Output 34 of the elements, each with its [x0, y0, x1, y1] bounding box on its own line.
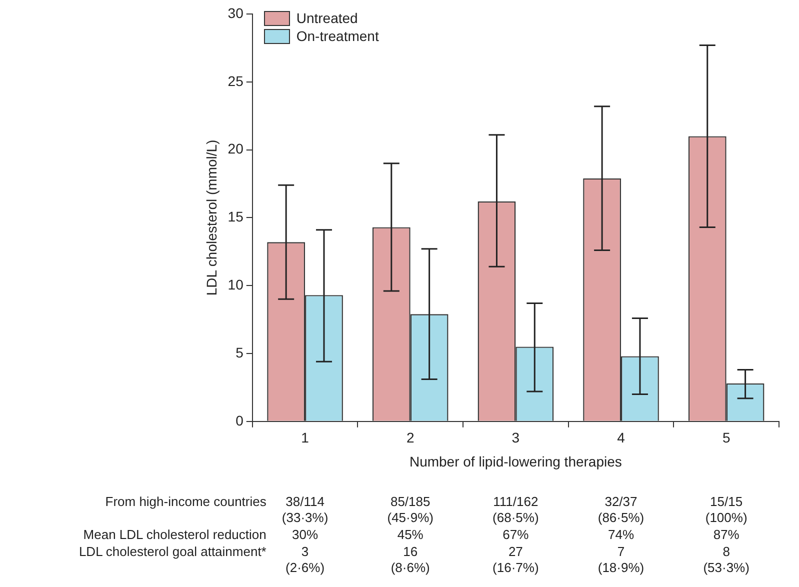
y-tick-label: 30 [228, 4, 244, 21]
text: 67% [502, 527, 530, 543]
text: From high-income countries [105, 494, 266, 510]
x-tick-label: 3 [512, 430, 520, 446]
y-tick-label: 25 [228, 72, 244, 89]
text: 30% [292, 527, 318, 542]
y-tick-label: 0 [236, 412, 244, 428]
y-tick-label: 5 [236, 344, 244, 360]
x-tick-label: 2 [406, 430, 414, 446]
text: 45% [396, 527, 424, 543]
y-axis-title: LDL cholesterol (mmol/L) [203, 140, 220, 296]
text: 32/37 (86·5%) [596, 494, 646, 526]
text: 85/185 (45·9%) [386, 494, 434, 526]
legend-label: On-treatment [296, 28, 379, 44]
text: 16 (8·6%) [390, 544, 431, 576]
x-tick-label: 5 [722, 430, 730, 446]
text: 7 (18·9%) [596, 544, 646, 576]
y-tick-label: 15 [228, 208, 244, 225]
text: 74% [606, 527, 636, 543]
text: 8 (53·3%) [702, 544, 750, 576]
y-tick-label: 20 [228, 140, 244, 157]
text: LDL cholesterol goal attainment* [78, 544, 266, 560]
x-tick-label: 4 [617, 430, 626, 446]
text: 87% [712, 527, 740, 543]
x-axis-title: Number of lipid-lowering therapies [409, 453, 622, 470]
text: 38/114 (33·3%) [282, 494, 328, 525]
text: 3 (2·6%) [286, 544, 325, 575]
y-tick-label: 10 [228, 276, 244, 292]
text: 111/162 (68·5%) [492, 494, 540, 526]
text: Mean LDL cholesterol reduction [83, 527, 266, 543]
text: 15/15 (100%) [704, 494, 748, 526]
legend-label: Untreated [296, 10, 358, 26]
text: 27 (16·7%) [492, 544, 540, 576]
x-tick-label: 1 [301, 430, 310, 446]
